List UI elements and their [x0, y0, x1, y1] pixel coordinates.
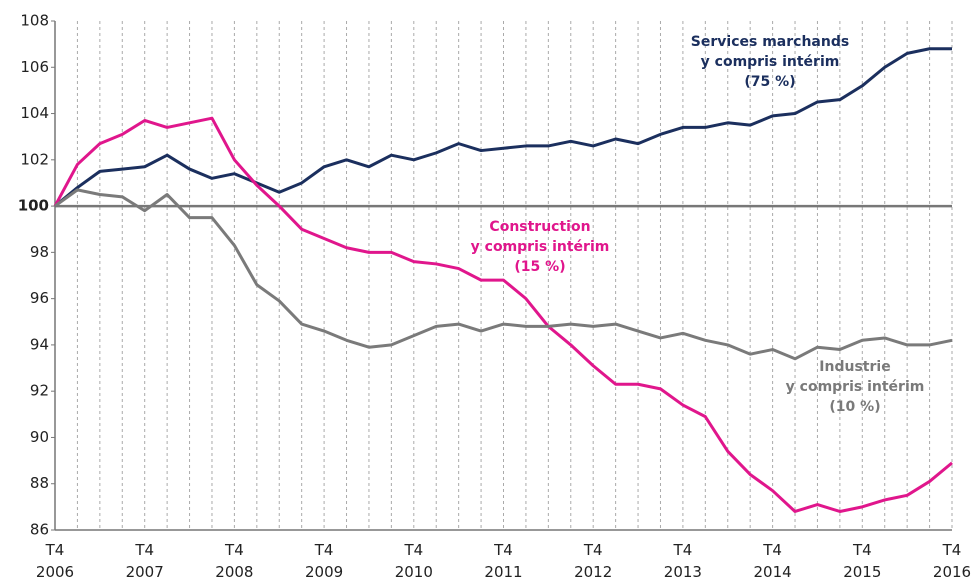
x-tick-label: T4 2013 [664, 541, 702, 581]
x-tick-label-line: T4 [134, 541, 154, 559]
x-tick-label: T4 2011 [484, 541, 522, 581]
series-label: y compris intérim [471, 239, 610, 255]
x-tick-label-line: 2012 [574, 563, 612, 581]
x-tick-label-line: T4 [762, 541, 782, 559]
y-tick-label: 98 [30, 243, 49, 261]
x-tick-label-line: T4 [403, 541, 423, 559]
x-tick-label-line: T4 [493, 541, 513, 559]
x-tick-label-line: 2006 [36, 563, 74, 581]
x-tick-label: T4 2012 [574, 541, 612, 581]
y-tick-label: 106 [20, 58, 49, 76]
y-tick-label: 88 [30, 474, 49, 492]
x-tick-label: T4 2016 [933, 541, 971, 581]
y-tick-label: 94 [30, 335, 49, 353]
x-tick-label: T4 2015 [843, 541, 881, 581]
y-tick-label: 86 [30, 521, 49, 539]
x-tick-label-line: T4 [673, 541, 693, 559]
x-tick-label: T4 2014 [754, 541, 792, 581]
y-tick-label: 102 [20, 150, 49, 168]
x-tick-label-line: 2007 [126, 563, 164, 581]
series-label: (10 %) [829, 399, 880, 415]
x-tick-label-line: T4 [314, 541, 334, 559]
x-tick-label-line: T4 [852, 541, 872, 559]
x-tick-label-line: T4 [224, 541, 244, 559]
x-tick-label-line: 2014 [754, 563, 792, 581]
series-line [53, 116, 953, 513]
series-label: (15 %) [514, 259, 565, 275]
series-line [54, 47, 952, 208]
x-tick-label: T4 2009 [305, 541, 343, 581]
x-tick-label: T4 2008 [215, 541, 253, 581]
x-tick-label-line: 2016 [933, 563, 971, 581]
y-tick-label: 92 [30, 382, 49, 400]
series-label: (75 %) [744, 74, 795, 90]
series-label: y compris intérim [701, 54, 840, 70]
x-tick-label-line: 2013 [664, 563, 702, 581]
y-tick-label: 104 [20, 104, 49, 122]
x-tick-label-line: 2011 [484, 563, 522, 581]
y-tick-label: 90 [30, 428, 49, 446]
series-label: Services marchands [691, 34, 849, 50]
x-tick-label: T4 2006 [36, 541, 74, 581]
x-tick-label-line: 2015 [843, 563, 881, 581]
x-tick-label-line: 2009 [305, 563, 343, 581]
x-tick-label-line: 2010 [395, 563, 433, 581]
y-tick-label: 108 [20, 12, 49, 30]
y-tick-label: 96 [30, 289, 49, 307]
y-tick-label: 100 [18, 197, 49, 215]
series-label: y compris intérim [786, 379, 925, 395]
x-tick-label-line: T4 [583, 541, 603, 559]
x-tick-label: T4 2007 [126, 541, 164, 581]
series-label: Industrie [819, 359, 890, 375]
x-tick-label: T4 2010 [395, 541, 433, 581]
series-line [54, 188, 953, 361]
series-label: Construction [489, 219, 590, 235]
x-tick-label-line: T4 [942, 541, 962, 559]
x-tick-label-line: 2008 [215, 563, 253, 581]
x-tick-label-line: T4 [45, 541, 65, 559]
